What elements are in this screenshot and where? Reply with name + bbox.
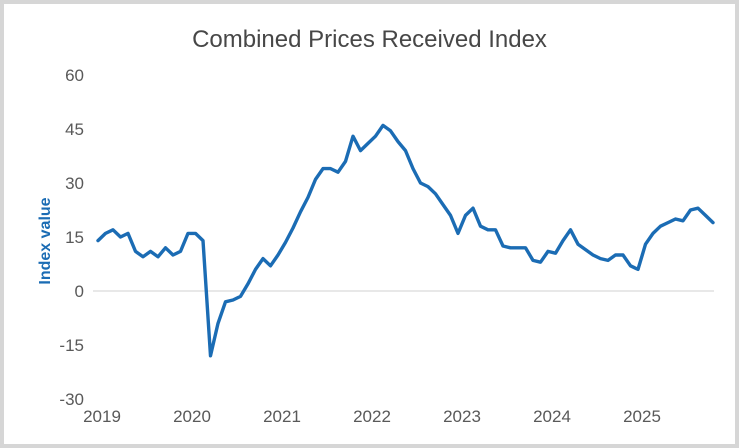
x-tick-label: 2025 bbox=[623, 407, 661, 426]
x-tick-label: 2023 bbox=[443, 407, 481, 426]
x-tick-label: 2022 bbox=[353, 407, 391, 426]
price-index-line bbox=[96, 123, 715, 358]
y-tick-label: 15 bbox=[65, 228, 84, 247]
y-tick-label: 60 bbox=[65, 66, 84, 85]
y-tick-label: -30 bbox=[59, 390, 84, 409]
x-tick-label: 2021 bbox=[263, 407, 301, 426]
x-tick-label: 2020 bbox=[173, 407, 211, 426]
x-tick-label: 2024 bbox=[533, 407, 571, 426]
y-tick-label: 30 bbox=[65, 174, 84, 193]
y-tick-label: 45 bbox=[65, 120, 84, 139]
y-tick-label: -15 bbox=[59, 336, 84, 355]
y-tick-label: 0 bbox=[75, 282, 84, 301]
x-tick-label: 2019 bbox=[83, 407, 121, 426]
chart-title: Combined Prices Received Index bbox=[192, 26, 547, 53]
